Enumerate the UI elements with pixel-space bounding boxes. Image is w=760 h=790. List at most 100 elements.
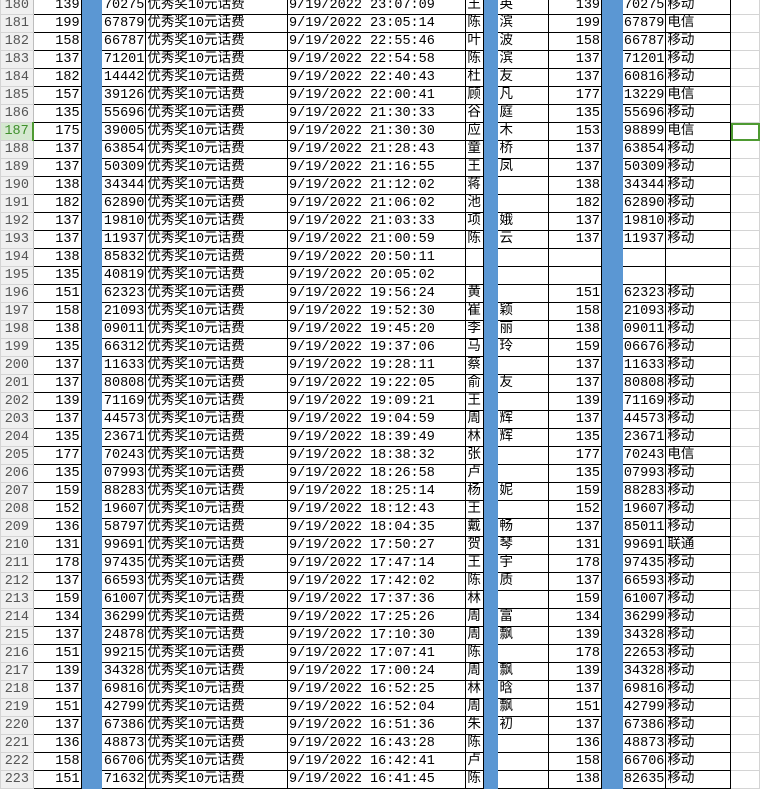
empty-cell[interactable]	[730, 356, 760, 375]
given-name-cell[interactable]: 妮	[497, 482, 549, 501]
phone-suffix-cell-2[interactable]: 55696	[621, 104, 667, 123]
given-name-cell[interactable]	[497, 464, 549, 483]
hidden-column-cell[interactable]	[601, 158, 623, 177]
hidden-column-cell[interactable]	[80, 104, 103, 123]
table-row[interactable]: 180 139 70275 优秀奖10元话费 9/19/2022 23:07:09 王英 1…	[0, 0, 760, 15]
empty-cell[interactable]	[730, 284, 760, 303]
hidden-column-cell[interactable]	[483, 122, 499, 141]
prize-cell[interactable]: 优秀奖10元话费	[145, 608, 289, 627]
phone-prefix-cell[interactable]: 137	[32, 50, 82, 69]
hidden-column-cell[interactable]	[601, 212, 623, 231]
phone-prefix-cell[interactable]: 157	[32, 86, 82, 105]
datetime-cell[interactable]: 9/19/2022 18:26:58	[287, 464, 467, 483]
row-header[interactable]: 189	[0, 158, 34, 177]
surname-cell[interactable]: 叶	[465, 32, 485, 51]
hidden-column-cell[interactable]	[80, 86, 103, 105]
phone-suffix-cell[interactable]: 97435	[101, 554, 147, 573]
phone-suffix-cell-2[interactable]: 67386	[621, 716, 667, 735]
phone-suffix-cell[interactable]: 80808	[101, 374, 147, 393]
table-row[interactable]: 201 137 80808 优秀奖10元话费 9/19/2022 19:22:05 俞友 1…	[0, 374, 760, 393]
hidden-column-cell[interactable]	[601, 32, 623, 51]
phone-prefix-cell[interactable]: 137	[32, 158, 82, 177]
table-row[interactable]: 221 136 48873 优秀奖10元话费 9/19/2022 16:43:28 陈 13…	[0, 734, 760, 753]
phone-prefix-cell-2[interactable]: 151	[547, 284, 603, 303]
hidden-column-cell[interactable]	[483, 716, 499, 735]
phone-suffix-cell[interactable]: 69816	[101, 680, 147, 699]
hidden-column-cell[interactable]	[483, 536, 499, 555]
surname-cell[interactable]: 林	[465, 590, 485, 609]
datetime-cell[interactable]: 9/19/2022 17:42:02	[287, 572, 467, 591]
hidden-column-cell[interactable]	[80, 266, 103, 285]
phone-suffix-cell[interactable]: 66593	[101, 572, 147, 591]
phone-prefix-cell-2[interactable]: 137	[547, 230, 603, 249]
prize-cell[interactable]: 优秀奖10元话费	[145, 248, 289, 267]
surname-cell[interactable]: 崔	[465, 302, 485, 321]
phone-prefix-cell-2[interactable]: 159	[547, 590, 603, 609]
phone-prefix-cell[interactable]: 199	[32, 14, 82, 33]
empty-cell[interactable]	[730, 140, 760, 159]
datetime-cell[interactable]: 9/19/2022 17:47:14	[287, 554, 467, 573]
table-row[interactable]: 212 137 66593 优秀奖10元话费 9/19/2022 17:42:02 陈质 1…	[0, 572, 760, 591]
phone-prefix-cell[interactable]: 177	[32, 446, 82, 465]
phone-suffix-cell-2[interactable]: 44573	[621, 410, 667, 429]
hidden-column-cell[interactable]	[80, 284, 103, 303]
prize-cell[interactable]: 优秀奖10元话费	[145, 590, 289, 609]
surname-cell[interactable]: 王	[465, 158, 485, 177]
row-header[interactable]: 212	[0, 572, 34, 591]
phone-prefix-cell-2[interactable]: 139	[547, 626, 603, 645]
datetime-cell[interactable]: 9/19/2022 21:30:33	[287, 104, 467, 123]
hidden-column-cell[interactable]	[80, 194, 103, 213]
given-name-cell[interactable]: 丽	[497, 320, 549, 339]
phone-suffix-cell-2[interactable]: 34344	[621, 176, 667, 195]
hidden-column-cell[interactable]	[483, 770, 499, 789]
carrier-cell[interactable]: 移动	[665, 644, 732, 663]
phone-prefix-cell-2[interactable]: 137	[547, 518, 603, 537]
hidden-column-cell[interactable]	[483, 0, 499, 15]
phone-prefix-cell[interactable]: 182	[32, 194, 82, 213]
phone-prefix-cell[interactable]: 139	[32, 662, 82, 681]
surname-cell[interactable]: 俞	[465, 374, 485, 393]
empty-cell[interactable]	[730, 266, 760, 285]
carrier-cell[interactable]: 移动	[665, 212, 732, 231]
given-name-cell[interactable]	[497, 734, 549, 753]
row-header[interactable]: 182	[0, 32, 34, 51]
prize-cell[interactable]: 优秀奖10元话费	[145, 662, 289, 681]
phone-suffix-cell-2[interactable]: 82635	[621, 770, 667, 789]
row-header[interactable]: 208	[0, 500, 34, 519]
prize-cell[interactable]: 优秀奖10元话费	[145, 302, 289, 321]
row-header[interactable]: 207	[0, 482, 34, 501]
given-name-cell[interactable]	[497, 176, 549, 195]
phone-suffix-cell-2[interactable]: 85011	[621, 518, 667, 537]
phone-suffix-cell[interactable]: 62323	[101, 284, 147, 303]
carrier-cell[interactable]: 移动	[665, 104, 732, 123]
phone-suffix-cell[interactable]: 71201	[101, 50, 147, 69]
empty-cell[interactable]	[730, 176, 760, 195]
hidden-column-cell[interactable]	[483, 662, 499, 681]
hidden-column-cell[interactable]	[483, 554, 499, 573]
given-name-cell[interactable]	[497, 356, 549, 375]
surname-cell[interactable]: 蔡	[465, 356, 485, 375]
phone-suffix-cell[interactable]: 99691	[101, 536, 147, 555]
hidden-column-cell[interactable]	[80, 50, 103, 69]
hidden-column-cell[interactable]	[601, 122, 623, 141]
hidden-column-cell[interactable]	[601, 752, 623, 771]
hidden-column-cell[interactable]	[80, 590, 103, 609]
table-row[interactable]: 193 137 11937 优秀奖10元话费 9/19/2022 21:00:59 陈云 1…	[0, 230, 760, 249]
hidden-column-cell[interactable]	[601, 734, 623, 753]
given-name-cell[interactable]: 娥	[497, 212, 549, 231]
phone-prefix-cell[interactable]: 178	[32, 554, 82, 573]
phone-suffix-cell[interactable]: 21093	[101, 302, 147, 321]
phone-suffix-cell[interactable]: 23671	[101, 428, 147, 447]
phone-prefix-cell-2[interactable]: 134	[547, 608, 603, 627]
empty-cell[interactable]	[730, 428, 760, 447]
hidden-column-cell[interactable]	[483, 392, 499, 411]
table-row[interactable]: 184 182 14442 优秀奖10元话费 9/19/2022 22:40:43 杜友 1…	[0, 68, 760, 87]
phone-prefix-cell[interactable]: 135	[32, 464, 82, 483]
phone-prefix-cell[interactable]: 152	[32, 500, 82, 519]
hidden-column-cell[interactable]	[483, 248, 499, 267]
empty-cell[interactable]	[730, 68, 760, 87]
datetime-cell[interactable]: 9/19/2022 23:07:09	[287, 0, 467, 15]
phone-suffix-cell[interactable]: 39126	[101, 86, 147, 105]
carrier-cell[interactable]: 移动	[665, 320, 732, 339]
